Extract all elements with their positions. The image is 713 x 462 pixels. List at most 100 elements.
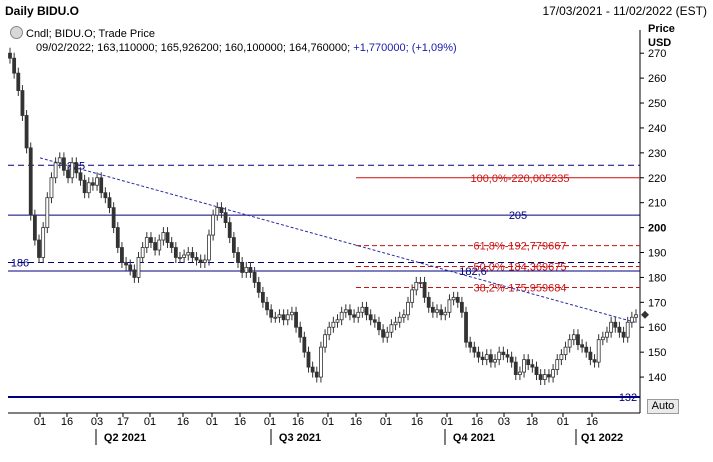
candle-body (430, 306, 435, 313)
candle-body (493, 359, 497, 363)
candle-body (103, 192, 108, 199)
candle (277, 309, 282, 323)
candle-body (165, 232, 170, 243)
candle (186, 247, 191, 261)
candle-body (265, 301, 269, 311)
candle-body (153, 242, 157, 251)
candle (327, 321, 332, 341)
candle (120, 242, 124, 268)
candle (621, 326, 626, 343)
candle-body (530, 364, 535, 368)
candle-body (476, 351, 481, 358)
candle-body (435, 309, 439, 313)
candle-body (335, 319, 340, 323)
candle-body (32, 214, 37, 241)
fib-label: 100,0%-220,005235 (470, 173, 569, 185)
legend-series[interactable]: Cndl; BIDU.O; Trade Price (10, 26, 155, 40)
candle-body (547, 374, 551, 378)
candle (397, 311, 402, 328)
candle-body (389, 324, 394, 333)
candle (211, 209, 216, 241)
x-tick-label: 16 (586, 416, 598, 428)
candle (256, 276, 261, 298)
candle-body (397, 316, 402, 323)
candle-body (306, 351, 311, 368)
candle (236, 247, 240, 268)
candle-body (240, 262, 245, 273)
candle (426, 291, 431, 313)
x-tick-label: 16 (411, 416, 423, 428)
x-period-label: Q1 2022 (581, 432, 623, 444)
candle (182, 249, 187, 263)
candle-body (455, 296, 460, 303)
fib-label: 50,0%-184,369675 (474, 262, 567, 274)
level-label: 182,6 (459, 266, 487, 278)
candle-body (236, 252, 240, 263)
candle-body (16, 72, 21, 91)
candle (343, 304, 348, 318)
candle (571, 329, 576, 346)
candle (244, 261, 249, 278)
candle (472, 341, 477, 358)
candle (368, 309, 373, 326)
candle-body (277, 314, 282, 318)
candle-body (555, 359, 560, 370)
candle-body (414, 282, 419, 291)
candle-body (314, 371, 319, 378)
candle (252, 266, 257, 288)
candle-body (53, 162, 58, 179)
candle (497, 346, 502, 366)
candle (107, 192, 112, 214)
candle-body (319, 346, 323, 378)
candle (422, 276, 427, 303)
y-axis-unit: USD (648, 37, 671, 49)
candle (144, 232, 149, 254)
candle (501, 346, 506, 361)
last-price-marker (641, 310, 649, 319)
candle-body (186, 252, 191, 256)
candle-body (178, 257, 182, 259)
candle (596, 334, 601, 368)
x-tick-label: 01 (264, 416, 276, 428)
x-tick-label: 17 (117, 416, 129, 428)
candle-body (368, 314, 373, 321)
candle (377, 316, 381, 336)
candle-body (20, 90, 25, 116)
candle-body (621, 331, 626, 338)
candle (339, 306, 344, 326)
candle (526, 354, 531, 371)
candle (592, 354, 597, 368)
candle-body (352, 314, 356, 318)
candle-body (248, 267, 253, 273)
y-tick-label: 150 (648, 347, 666, 359)
candle (356, 306, 361, 323)
candle-body (551, 369, 555, 378)
candle (489, 349, 493, 368)
candle (555, 354, 560, 376)
candle-body (256, 282, 261, 293)
candle-body (372, 319, 377, 323)
candle-body (501, 351, 506, 356)
auto-scale-button[interactable]: Auto (647, 399, 679, 414)
candle (455, 291, 460, 308)
candle-body (161, 232, 166, 241)
candle (8, 47, 12, 64)
candle-body (406, 301, 410, 316)
level-label: 186 (11, 257, 29, 269)
candle-body (385, 331, 390, 338)
candle-body (260, 291, 265, 303)
candle-body (140, 247, 145, 258)
candle (629, 311, 634, 328)
y-tick-label: 240 (648, 123, 666, 135)
candle (447, 294, 452, 318)
candle-body (588, 351, 593, 361)
candle-body (534, 366, 539, 375)
candle (584, 341, 589, 358)
candle (530, 359, 535, 373)
candle-body (563, 346, 568, 356)
legend-ohlc: 09/02/2022; 163,110000; 165,926200; 160,… (36, 42, 351, 54)
series-settings-icon[interactable] (10, 26, 23, 39)
candle-body (215, 207, 220, 216)
x-tick-label: 01 (206, 416, 218, 428)
